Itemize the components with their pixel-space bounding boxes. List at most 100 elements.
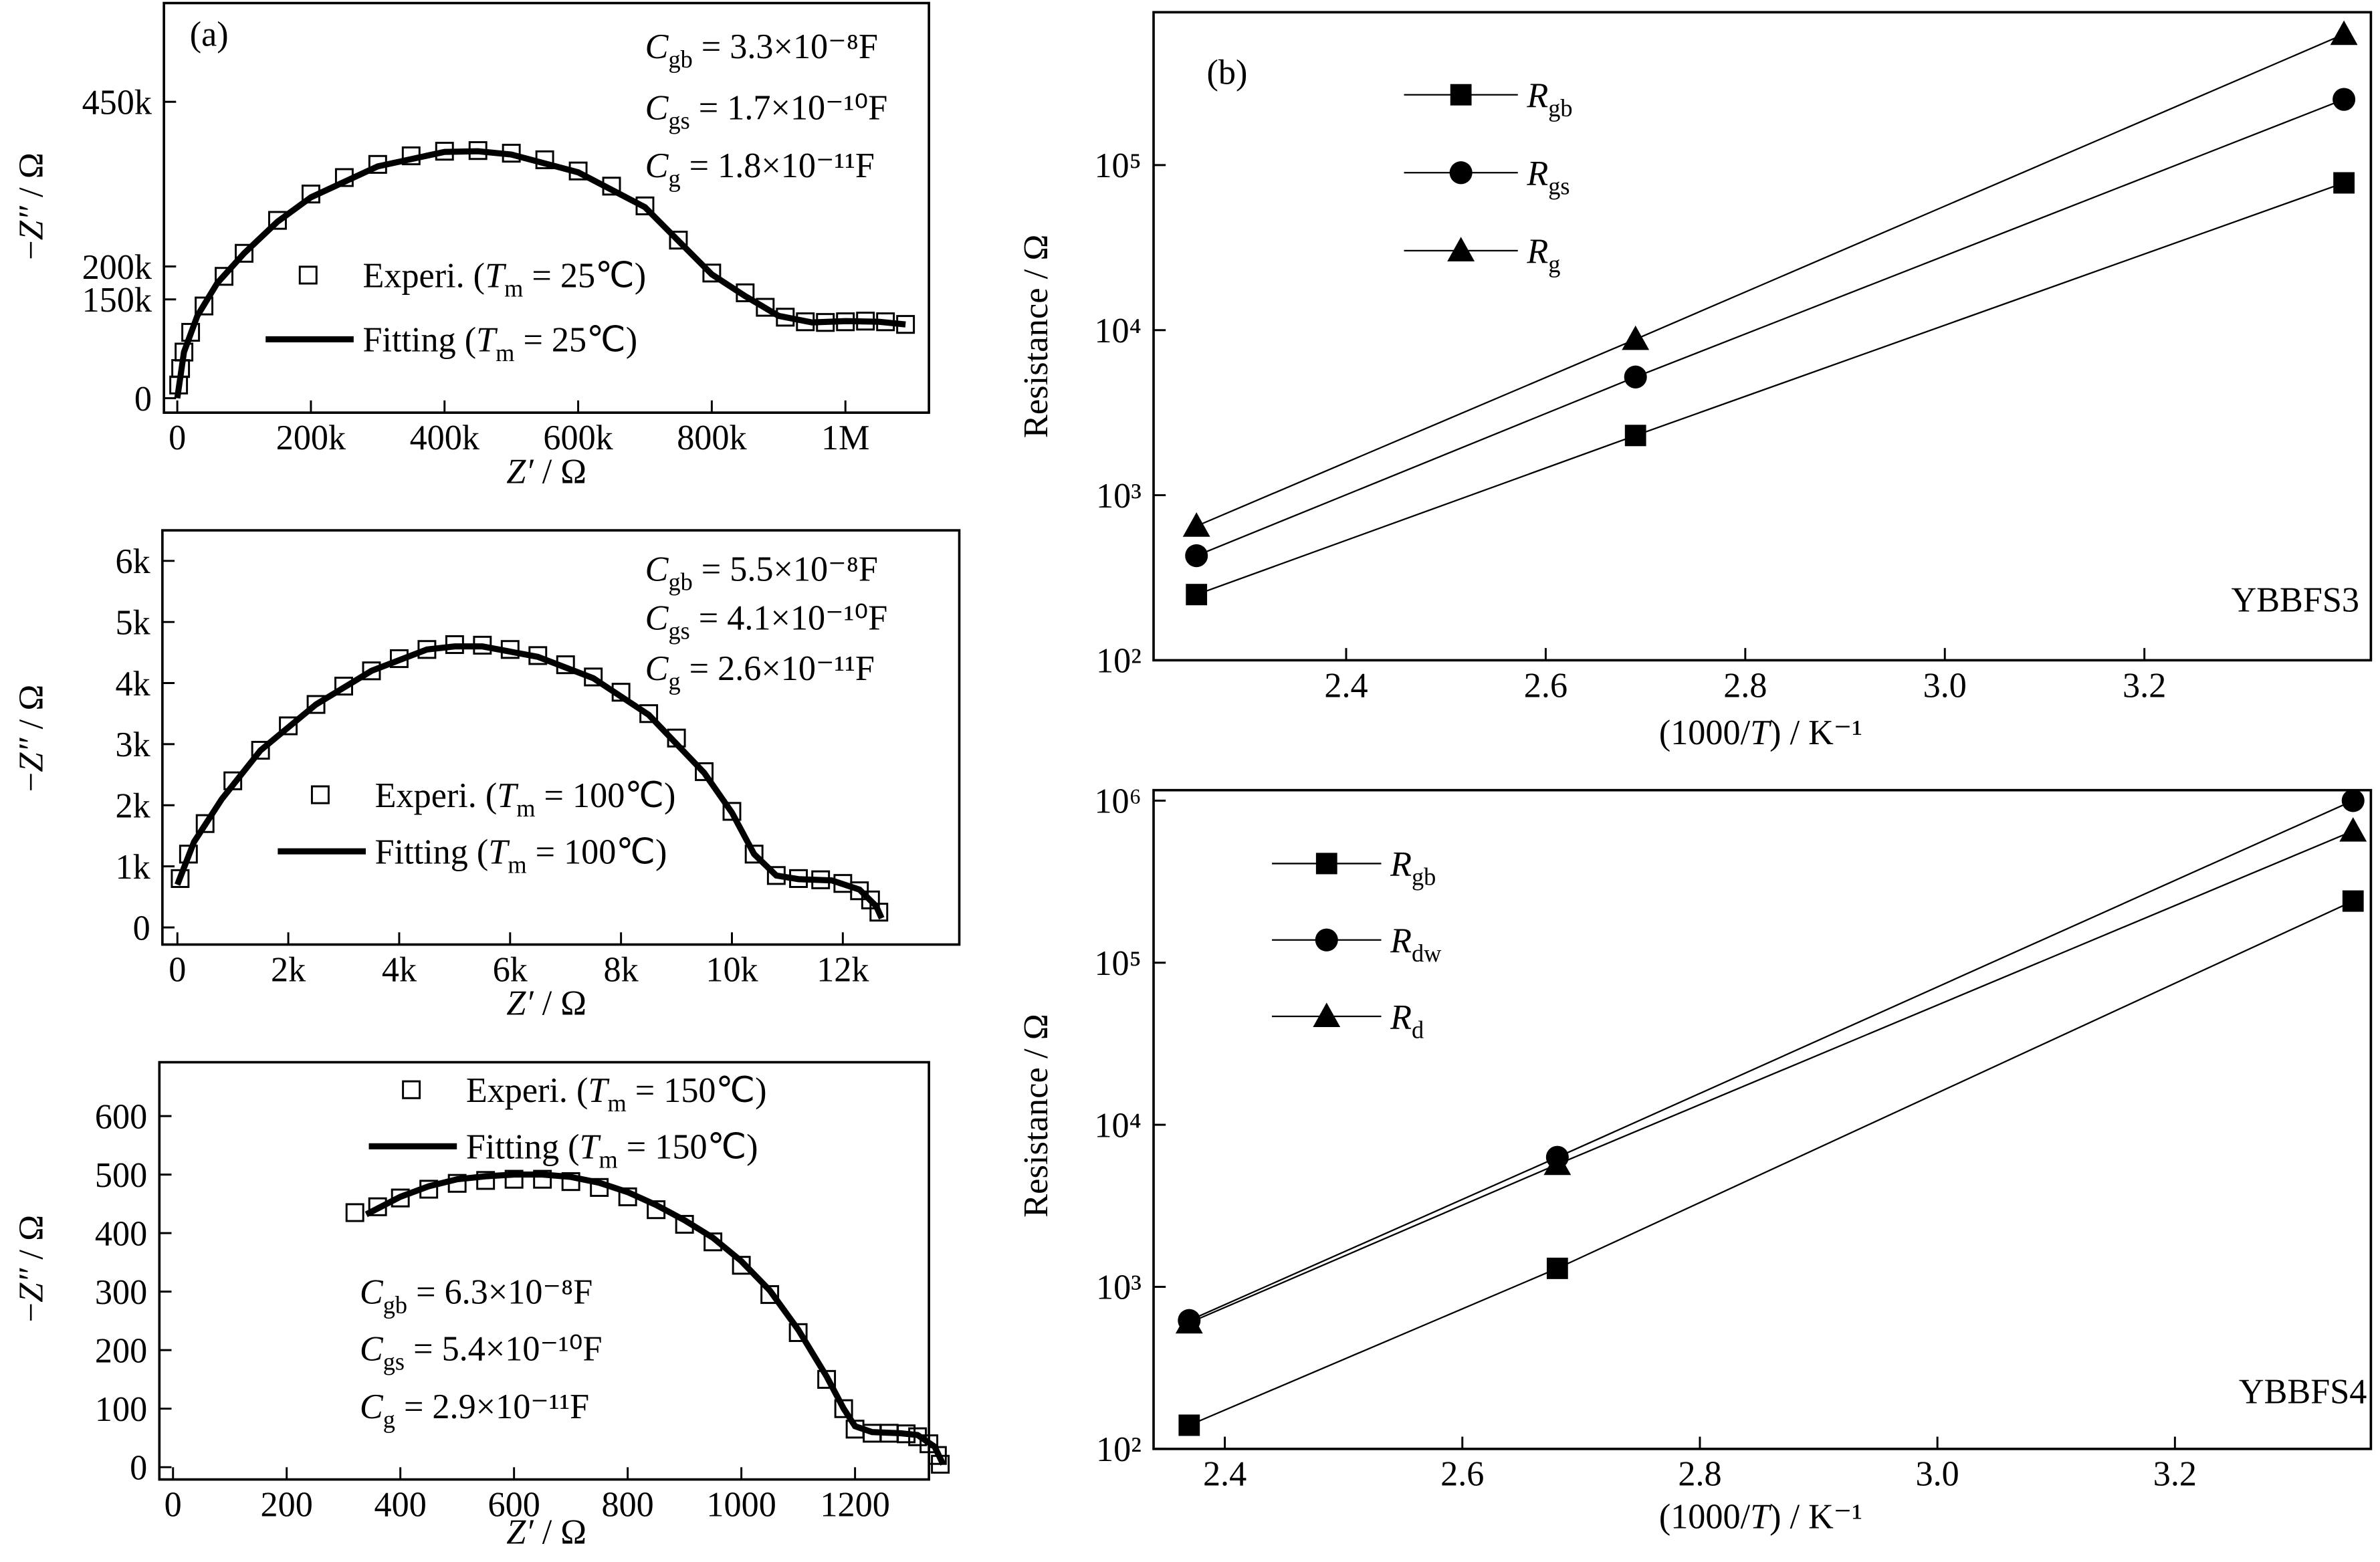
- text-part: C: [645, 599, 669, 638]
- text-part: = 25℃): [514, 321, 637, 360]
- text-part: gb: [1548, 95, 1572, 122]
- legend-label: Fitting (Tm = 150℃): [466, 1127, 758, 1173]
- text-part: = 1.8×10⁻¹¹F: [681, 146, 875, 185]
- series-line: [1188, 900, 2354, 1426]
- text-part: d: [1412, 1016, 1424, 1043]
- marker: [1178, 1414, 1200, 1436]
- y-tick-label: 400: [95, 1214, 147, 1253]
- text-part: R: [1390, 845, 1412, 884]
- x-tick-label: 2.8: [1723, 666, 1767, 705]
- y-tick-label: 300: [95, 1273, 147, 1312]
- text-part: R: [1526, 232, 1548, 271]
- marker: [504, 1169, 524, 1189]
- text-part: YBBFS4: [2239, 1372, 2367, 1411]
- annotation: Cgb = 6.3×10⁻⁸F: [360, 1273, 592, 1319]
- text-part: m: [607, 1090, 626, 1117]
- x-tick-label: 0: [169, 419, 186, 457]
- text-part: g: [383, 1406, 395, 1433]
- text-part: / Ω: [534, 452, 586, 491]
- marker: [788, 1323, 808, 1342]
- plot-frame: [161, 529, 961, 946]
- x-tick-label: 3.2: [2153, 1455, 2197, 1494]
- text-part: m: [516, 794, 535, 821]
- marker: [1546, 1257, 1568, 1279]
- text-part: T: [497, 776, 519, 815]
- y-axis-label: Resistance / Ω: [1016, 235, 1055, 439]
- text-part: gb: [1412, 863, 1436, 890]
- marker: [195, 814, 215, 833]
- text-part: (1000/: [1659, 1498, 1751, 1537]
- text-part: gs: [1548, 173, 1570, 199]
- y-tick-label: 100: [95, 1390, 147, 1429]
- text-part: Fitting (: [466, 1127, 580, 1166]
- marker: [251, 740, 270, 760]
- x-tick-label: 3.2: [2123, 666, 2166, 705]
- text-part: T: [485, 257, 507, 296]
- y-axis-label: −Z″ / Ω: [12, 152, 51, 260]
- annotation: (a): [190, 15, 229, 53]
- text-part: / Ω: [12, 1215, 51, 1268]
- plot-frame: [1152, 788, 2373, 1450]
- text-part: C: [360, 1273, 384, 1312]
- text-part: R: [1526, 76, 1548, 115]
- marker: [1622, 325, 1650, 350]
- text-part: / Ω: [534, 984, 586, 1023]
- text-part: m: [496, 339, 514, 366]
- y-tick-label: 10⁵: [1094, 944, 1141, 983]
- text-part: gb: [668, 568, 692, 595]
- marker: [669, 231, 688, 250]
- text-part: Fitting (: [362, 321, 476, 360]
- marker: [2333, 88, 2356, 111]
- x-axis-label: Z′ / Ω: [506, 452, 586, 491]
- x-tick-label: 12k: [817, 950, 869, 989]
- text-part: (a): [190, 15, 229, 53]
- text-part: g: [668, 668, 680, 695]
- marker: [2342, 890, 2364, 912]
- text-part: C: [360, 1387, 384, 1426]
- text-part: T: [579, 1127, 601, 1166]
- marker: [279, 716, 298, 736]
- marker: [1313, 1002, 1341, 1027]
- text-part: ) / K⁻¹: [1769, 1498, 1862, 1537]
- text-part: ) / K⁻¹: [1769, 713, 1862, 752]
- text-part: / Ω: [12, 685, 51, 738]
- marker: [1624, 365, 1647, 388]
- annotation: Cgb = 5.5×10⁻⁸F: [645, 550, 878, 595]
- y-tick-label: 4k: [116, 665, 151, 703]
- x-tick-label: 3.0: [1923, 666, 1967, 705]
- text-part: (b): [1206, 53, 1247, 92]
- x-axis-label: (1000/T) / K⁻¹: [1659, 713, 1862, 752]
- annotation: Cgs = 1.7×10⁻¹⁰F: [645, 88, 888, 134]
- text-part: −: [12, 1303, 51, 1323]
- x-tick-label: 400k: [410, 419, 480, 457]
- text-part: = 3.3×10⁻⁸F: [693, 27, 878, 66]
- text-part: Z′: [506, 1513, 534, 1551]
- marker: [2341, 789, 2365, 812]
- marker: [744, 845, 764, 864]
- text-part: Experi. (: [362, 257, 485, 296]
- x-tick-label: 800k: [677, 419, 747, 457]
- text-part: YBBFS3: [2232, 580, 2359, 619]
- text-part: Resistance / Ω: [1016, 1014, 1055, 1218]
- y-tick-label: 5k: [116, 603, 151, 642]
- x-tick-label: 2k: [271, 950, 306, 989]
- marker: [2339, 817, 2367, 842]
- x-tick-label: 2.8: [1678, 1455, 1721, 1494]
- marker: [402, 1080, 421, 1099]
- y-tick-label: 10⁵: [1094, 146, 1141, 185]
- text-part: = 25℃): [523, 257, 646, 296]
- text-part: C: [360, 1329, 384, 1368]
- marker: [639, 704, 659, 723]
- legend-label: Experi. (Tm = 25℃): [362, 257, 646, 302]
- legend-label: Rdw: [1390, 921, 1442, 967]
- marker: [476, 1171, 496, 1190]
- text-part: m: [508, 851, 526, 878]
- text-part: = 5.5×10⁻⁸F: [693, 550, 878, 588]
- series-line: [1188, 830, 2354, 1324]
- text-part: R: [1526, 154, 1548, 193]
- y-tick-label: 150k: [82, 281, 152, 320]
- annotation: Cg = 2.6×10⁻¹¹F: [645, 649, 875, 695]
- marker: [235, 243, 253, 263]
- y-tick-label: 10²: [1096, 642, 1142, 681]
- marker: [310, 785, 330, 804]
